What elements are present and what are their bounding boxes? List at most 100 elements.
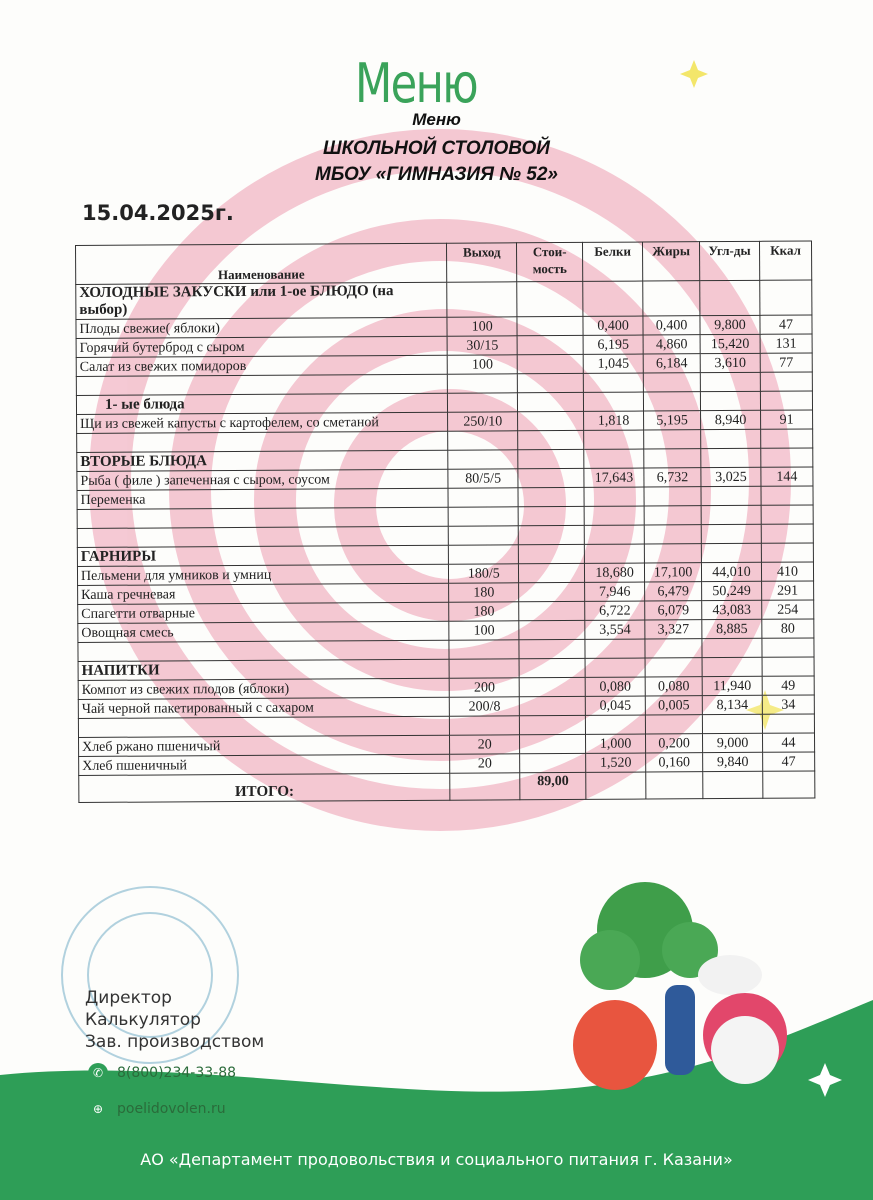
- carbs-cell: 50,249: [701, 581, 762, 601]
- kcal-cell: [760, 485, 814, 506]
- carbs-cell: [700, 429, 761, 449]
- proteins-cell: [584, 525, 645, 545]
- cost-cell: [518, 525, 585, 545]
- kcal-cell: [762, 713, 815, 734]
- output-cell: [448, 525, 519, 546]
- carbs-cell: 43,083: [701, 600, 762, 620]
- carbs-cell: [701, 486, 762, 506]
- cost-cell: [516, 281, 584, 317]
- dish-name: Хлеб пшеничный: [78, 754, 450, 776]
- kcal-cell: 47: [762, 751, 815, 772]
- cost-cell: [518, 601, 585, 621]
- proteins-cell: [583, 430, 644, 450]
- fats-cell: [644, 543, 702, 564]
- fats-cell: 0,005: [645, 695, 703, 716]
- cost-cell: [517, 430, 584, 450]
- proteins-cell: [585, 639, 646, 659]
- fats-cell: [643, 429, 701, 450]
- kcal-cell: 34: [762, 694, 815, 715]
- cost-cell: [518, 506, 585, 526]
- carbs-cell: [702, 657, 763, 677]
- kcal-cell: [760, 371, 813, 392]
- dish-name: Чай черной пакетированный с сахаром: [78, 697, 450, 719]
- title-menu: Меню: [412, 110, 461, 129]
- fats-cell: [643, 372, 701, 393]
- column-header-name: Наименование: [75, 243, 447, 285]
- proteins-cell: [583, 373, 644, 393]
- cost-cell: [518, 582, 585, 602]
- dish-name: Овощная смесь: [77, 621, 450, 643]
- carbs-cell: [701, 638, 763, 658]
- dish-name: ХОЛОДНЫЕ ЗАКУСКИ или 1-ое БЛЮДО (на выбо…: [75, 282, 448, 320]
- dish-name: Плоды свежие( яблоки): [75, 317, 448, 339]
- fats-cell: [644, 524, 702, 545]
- proteins-cell: 1,818: [583, 411, 644, 431]
- title-school-name: МБОУ «ГИМНАЗИЯ № 52»: [315, 164, 558, 185]
- output-cell: 100: [449, 620, 520, 641]
- kcal-cell: 80: [761, 618, 814, 639]
- cost-cell: [517, 373, 584, 393]
- dish-name: [78, 716, 450, 738]
- carbs-cell: 11,940: [702, 676, 763, 696]
- output-cell: [447, 373, 518, 394]
- proteins-cell: 18,680: [584, 563, 645, 583]
- vegetable-characters-illustration: [573, 882, 842, 1097]
- fats-cell: 0,160: [645, 752, 703, 773]
- column-header-output: Выход: [446, 242, 517, 283]
- kcal-cell: 44: [762, 732, 815, 753]
- stamp-seal: [61, 886, 239, 1064]
- footer-organization: АО «Департамент продовольствия и социаль…: [140, 1150, 733, 1169]
- cost-cell: [517, 411, 584, 431]
- output-cell: [446, 281, 518, 318]
- cost-cell: [517, 316, 584, 336]
- output-cell: [449, 658, 520, 679]
- cost-cell: [517, 335, 584, 355]
- fats-cell: 17,100: [644, 562, 702, 583]
- dish-name: 1- ые блюда: [76, 393, 448, 415]
- dish-name: Горячий бутерброд с сыром: [76, 336, 448, 358]
- proteins-cell: [584, 487, 645, 507]
- phone-number: 8(800)234-33-88: [117, 1065, 237, 1081]
- total-label: ИТОГО:: [78, 773, 451, 803]
- fats-cell: [644, 638, 703, 659]
- kcal-cell: 47: [759, 314, 813, 335]
- kcal-cell: 410: [761, 561, 814, 582]
- signature-production-head: Зав. производством: [85, 1032, 265, 1052]
- carbs-cell: 8,134: [702, 695, 763, 715]
- cost-cell: [518, 487, 585, 507]
- cost-cell: [519, 715, 586, 735]
- carbs-cell: [700, 391, 761, 411]
- dish-name: Компот из свежих плодов (яблоки): [78, 678, 450, 700]
- kcal-cell: 77: [760, 352, 813, 373]
- dish-name: [76, 431, 449, 453]
- proteins-cell: 7,946: [584, 582, 645, 602]
- dish-name: Щи из свежей капусты с картофелем, со см…: [76, 412, 448, 434]
- output-cell: [448, 506, 519, 527]
- kcal-cell: [761, 542, 814, 563]
- signature-director: Директор: [85, 988, 172, 1008]
- kcal-cell: [762, 656, 815, 677]
- cost-cell: [517, 354, 584, 374]
- carbs-cell: [702, 714, 763, 734]
- kcal-cell: 131: [760, 333, 813, 354]
- column-header-fats: Жиры: [642, 241, 700, 282]
- kcal-cell: [761, 637, 815, 658]
- fats-cell: [642, 280, 700, 317]
- dish-name: [77, 507, 449, 529]
- carbs-cell: [700, 372, 761, 392]
- sparkle-icon: [746, 690, 784, 730]
- carbs-cell: 3,610: [700, 353, 761, 373]
- proteins-cell: 6,722: [584, 601, 645, 621]
- proteins-cell: 1,520: [585, 753, 646, 773]
- fats-cell: [643, 448, 701, 469]
- output-cell: 20: [449, 734, 520, 755]
- kcal-cell: 49: [762, 675, 815, 696]
- total-fats: [645, 771, 703, 800]
- output-cell: 20: [449, 753, 520, 774]
- carbs-cell: 9,800: [699, 315, 761, 335]
- fats-cell: 0,400: [643, 315, 701, 336]
- output-cell: 200: [449, 677, 520, 698]
- carbs-cell: 9,000: [702, 733, 763, 753]
- website-link[interactable]: poelidovolen.ru: [117, 1101, 226, 1117]
